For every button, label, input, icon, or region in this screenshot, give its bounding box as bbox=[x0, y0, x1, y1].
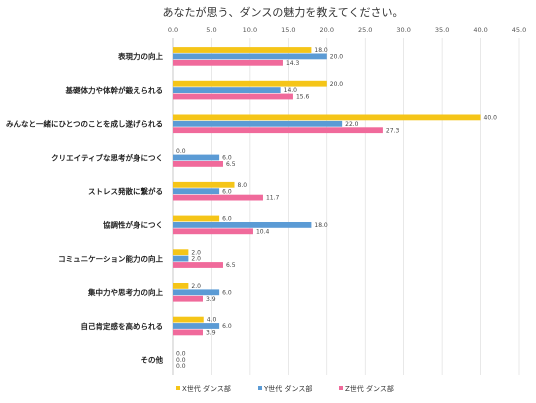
data-label: 18.0 bbox=[314, 47, 328, 54]
bar bbox=[173, 289, 220, 296]
bar bbox=[173, 255, 189, 262]
category-label: 集中力や思考力の向上 bbox=[87, 287, 163, 297]
x-tick-label: 40.0 bbox=[473, 26, 487, 34]
bar bbox=[173, 329, 203, 336]
x-tick-label: 45.0 bbox=[512, 26, 526, 34]
bar bbox=[173, 114, 481, 121]
data-label: 40.0 bbox=[484, 114, 498, 121]
x-tick-label: 35.0 bbox=[435, 26, 449, 34]
legend-label: Z世代 ダンス部 bbox=[345, 384, 394, 393]
data-label: 0.0 bbox=[176, 148, 186, 155]
bar bbox=[173, 188, 220, 195]
bar bbox=[173, 295, 203, 302]
bar bbox=[173, 215, 220, 222]
bar bbox=[173, 181, 235, 188]
data-label: 27.3 bbox=[386, 127, 400, 134]
bar bbox=[173, 249, 189, 256]
data-label: 10.4 bbox=[256, 228, 270, 235]
data-label: 2.0 bbox=[191, 256, 201, 263]
legend-label: X世代 ダンス部 bbox=[182, 384, 231, 393]
bar bbox=[173, 282, 189, 289]
bar bbox=[173, 120, 343, 127]
bar bbox=[173, 221, 312, 228]
data-label: 15.6 bbox=[296, 94, 310, 101]
data-label: 20.0 bbox=[330, 81, 344, 88]
bar bbox=[173, 194, 263, 201]
bar bbox=[173, 316, 204, 323]
bars bbox=[173, 47, 481, 336]
data-label: 20.0 bbox=[330, 53, 344, 60]
legend-swatch bbox=[176, 386, 180, 390]
data-label: 22.0 bbox=[345, 121, 359, 128]
category-labels: 表現力の向上基礎体力や体幹が鍛えられるみんなと一緒にひとつのことを成し遂げられる… bbox=[6, 51, 163, 364]
legend-label: Y世代 ダンス部 bbox=[263, 384, 312, 393]
bar bbox=[173, 80, 327, 87]
x-tick-label: 10.0 bbox=[243, 26, 257, 34]
data-label: 6.0 bbox=[222, 289, 232, 296]
x-tick-label: 30.0 bbox=[396, 26, 410, 34]
bar bbox=[173, 127, 383, 134]
category-label: その他 bbox=[141, 354, 164, 364]
bar bbox=[173, 323, 220, 329]
bar bbox=[173, 59, 283, 66]
legend: X世代 ダンス部 Y世代 ダンス部 Z世代 ダンス部 bbox=[176, 384, 394, 393]
x-tick-label: 20.0 bbox=[320, 26, 334, 34]
category-label: 表現力の向上 bbox=[118, 51, 163, 61]
data-label: 0.0 bbox=[176, 357, 186, 364]
x-tick-label: 15.0 bbox=[281, 26, 295, 34]
bar bbox=[173, 228, 253, 235]
legend-swatch bbox=[258, 386, 262, 390]
data-label: 6.0 bbox=[222, 155, 232, 162]
data-label: 0.0 bbox=[176, 350, 186, 357]
data-label: 6.0 bbox=[222, 216, 232, 223]
data-label: 18.0 bbox=[314, 222, 328, 229]
data-label: 2.0 bbox=[191, 249, 201, 256]
data-labels: 18.020.014.320.014.015.640.022.027.30.06… bbox=[176, 47, 497, 370]
category-label: みんなと一緒にひとつのことを成し遂げられる bbox=[6, 119, 163, 129]
x-tick-label: 25.0 bbox=[358, 26, 372, 34]
bar bbox=[173, 53, 327, 60]
data-label: 14.0 bbox=[284, 87, 298, 94]
category-label: クリエイティブな思考が身につく bbox=[51, 152, 163, 162]
category-label: 基礎体力や体幹が鍛えられる bbox=[65, 85, 164, 95]
data-label: 6.0 bbox=[222, 323, 232, 330]
data-label: 2.0 bbox=[191, 283, 201, 290]
data-label: 0.0 bbox=[176, 363, 186, 370]
data-label: 3.9 bbox=[206, 329, 216, 336]
category-label: 協調性が身につく bbox=[103, 220, 163, 230]
category-label: 自己肯定感を高められる bbox=[81, 321, 164, 331]
legend-swatch bbox=[339, 386, 343, 390]
x-tick-label: 5.0 bbox=[206, 26, 216, 34]
bar bbox=[173, 160, 223, 167]
category-label: ストレス発散に繋がる bbox=[88, 186, 163, 196]
data-label: 11.7 bbox=[266, 195, 280, 202]
data-label: 6.0 bbox=[222, 188, 232, 195]
x-tick-label: 0.0 bbox=[168, 26, 178, 34]
bar bbox=[173, 154, 220, 161]
category-label: コミュニケーション能力の向上 bbox=[58, 253, 163, 263]
x-axis-ticks: 0.0 5.0 10.0 15.0 20.0 25.0 30.0 35.0 40.0 45.0 bbox=[168, 26, 526, 34]
data-label: 14.3 bbox=[286, 60, 300, 67]
bar bbox=[173, 262, 223, 268]
chart-title: あなたが思う、ダンスの魅力を教えてください。 bbox=[163, 5, 404, 19]
data-label: 4.0 bbox=[207, 317, 217, 324]
bar bbox=[173, 93, 293, 100]
data-label: 3.9 bbox=[206, 296, 216, 303]
data-label: 8.0 bbox=[238, 182, 248, 189]
bar bbox=[173, 87, 281, 93]
bar bbox=[173, 47, 312, 53]
data-label: 6.5 bbox=[226, 161, 236, 168]
data-label: 6.5 bbox=[226, 262, 236, 269]
